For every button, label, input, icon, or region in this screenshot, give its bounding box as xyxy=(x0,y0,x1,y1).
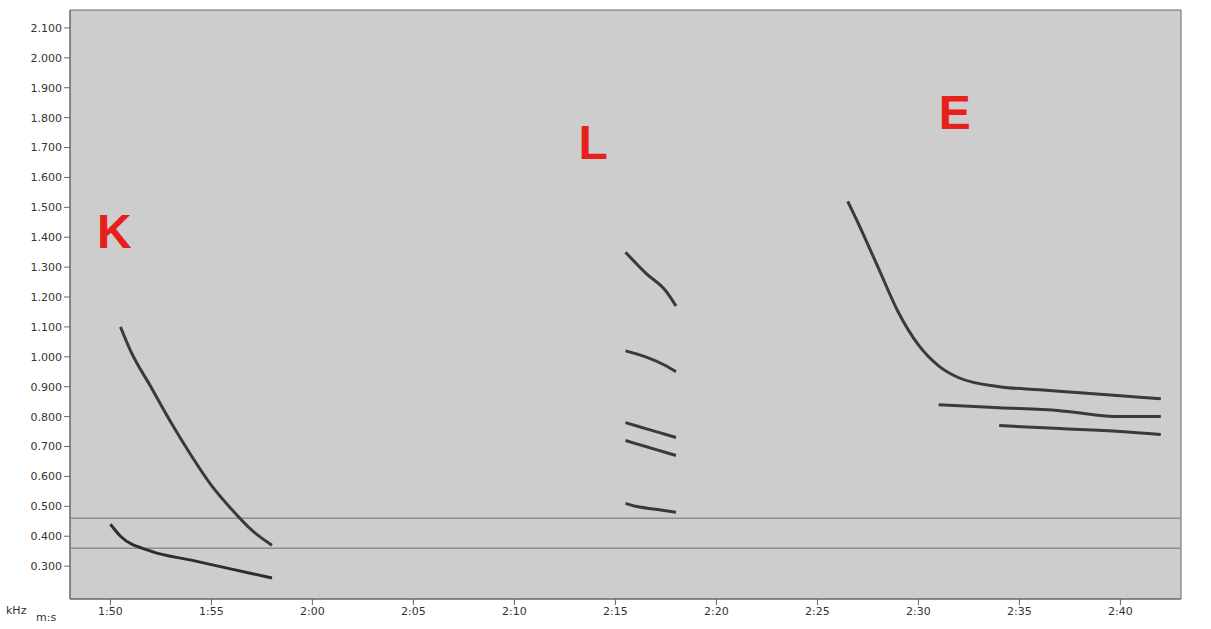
html-text:m:s: m:s xyxy=(36,611,57,624)
svg-text:K: K xyxy=(97,205,132,258)
svg-text:1.500: 1.500 xyxy=(31,201,63,214)
svg-text:0.300: 0.300 xyxy=(31,560,63,573)
html-text:kHz: kHz xyxy=(6,604,27,617)
svg-text:2:20: 2:20 xyxy=(704,605,729,618)
svg-text:1.200: 1.200 xyxy=(31,291,63,304)
svg-text:2:40: 2:40 xyxy=(1108,605,1133,618)
svg-text:2:30: 2:30 xyxy=(906,605,931,618)
svg-text:2:25: 2:25 xyxy=(805,605,830,618)
svg-text:1:50: 1:50 xyxy=(98,605,123,618)
svg-text:L: L xyxy=(579,116,608,169)
svg-text:1.100: 1.100 xyxy=(31,321,63,334)
svg-text:1.400: 1.400 xyxy=(31,231,63,244)
svg-text:1.900: 1.900 xyxy=(31,82,63,95)
svg-text:0.400: 0.400 xyxy=(31,530,63,543)
svg-text:2:05: 2:05 xyxy=(401,605,426,618)
svg-text:1.800: 1.800 xyxy=(31,112,63,125)
svg-text:2.100: 2.100 xyxy=(31,22,63,35)
svg-text:2.000: 2.000 xyxy=(31,52,63,65)
svg-text:2:10: 2:10 xyxy=(502,605,527,618)
svg-text:E: E xyxy=(939,86,971,139)
svg-text:2:35: 2:35 xyxy=(1007,605,1032,618)
svg-text:2:15: 2:15 xyxy=(603,605,628,618)
svg-text:0.500: 0.500 xyxy=(31,500,63,513)
svg-text:1.300: 1.300 xyxy=(31,261,63,274)
svg-text:2:00: 2:00 xyxy=(300,605,325,618)
svg-text:1.600: 1.600 xyxy=(31,171,63,184)
svg-text:0.900: 0.900 xyxy=(31,381,63,394)
svg-text:0.700: 0.700 xyxy=(31,440,63,453)
svg-text:0.600: 0.600 xyxy=(31,470,63,483)
svg-text:1.700: 1.700 xyxy=(31,141,63,154)
svg-text:1:55: 1:55 xyxy=(199,605,224,618)
svg-text:0.800: 0.800 xyxy=(31,411,63,424)
svg-text:1.000: 1.000 xyxy=(31,351,63,364)
